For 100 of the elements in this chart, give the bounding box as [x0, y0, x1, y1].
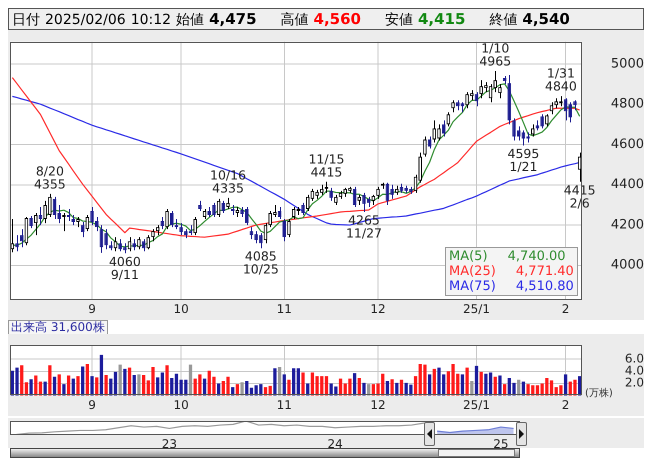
candlestick [146, 234, 150, 250]
bar [48, 365, 52, 396]
y-tick-label: 4.0 [624, 363, 644, 378]
candlestick [137, 236, 141, 250]
bar [517, 380, 520, 396]
candlestick [470, 90, 474, 101]
candlestick [142, 238, 146, 252]
annotation: 4085 10/25 [242, 248, 279, 277]
candlestick [400, 183, 404, 194]
candlestick [132, 238, 136, 251]
candlestick [395, 185, 399, 196]
candlestick [245, 206, 249, 226]
candlestick [301, 202, 305, 216]
candlestick [170, 210, 174, 228]
candlestick [446, 112, 450, 127]
candlestick [104, 228, 108, 250]
annotation: 4,740.00 [506, 248, 566, 264]
x-tick-label: 10 [173, 398, 189, 412]
candlestick [292, 206, 296, 220]
candlestick [386, 182, 390, 206]
candlestick [259, 232, 263, 249]
bar [123, 368, 127, 396]
candlestick [86, 214, 90, 232]
x-tick-label: 25/1 [463, 302, 490, 316]
x-tick-label: 9 [88, 302, 96, 316]
candlestick [193, 216, 197, 236]
candlestick [80, 222, 84, 238]
bar [358, 378, 361, 396]
candlestick [306, 194, 310, 212]
y-tick-label: 2.0 [624, 376, 644, 390]
x-tick-label: 2 [562, 302, 570, 316]
candlestick [310, 188, 314, 202]
bar [428, 374, 432, 396]
annotation: 4595 1/21 [507, 146, 540, 174]
annotation: 4,510.80 [514, 278, 574, 294]
candlestick [512, 118, 516, 141]
candlestick [474, 92, 478, 107]
candlestick [372, 194, 376, 206]
candlestick [465, 92, 469, 109]
candlestick [390, 184, 394, 200]
bar [480, 372, 483, 396]
bar [484, 374, 488, 396]
candlestick [109, 240, 113, 251]
candlestick [282, 218, 286, 242]
candlestick [320, 184, 324, 196]
candlestick [362, 192, 366, 212]
candlestick [352, 186, 356, 208]
bar [217, 383, 220, 396]
y-tick-label: 6.0 [624, 351, 644, 366]
candlestick [179, 222, 183, 236]
bar [104, 374, 108, 396]
text: MA(25) [449, 264, 496, 279]
x-tick-label: 10 [173, 302, 189, 316]
candlestick [90, 206, 94, 226]
bar [306, 383, 310, 396]
annotation: 1/31 4840 [544, 66, 577, 94]
y-tick-label: 4400 [610, 177, 644, 192]
candlestick [278, 206, 282, 220]
candlestick [20, 228, 24, 248]
candlestick [329, 187, 333, 202]
annotation: 11/15 4415 [308, 151, 344, 180]
candlestick [43, 200, 47, 224]
bar [367, 384, 370, 396]
candlestick [456, 100, 460, 111]
bar [132, 374, 136, 396]
x-tick-label: 25/1 [463, 398, 490, 412]
candlestick [198, 200, 202, 212]
x-tick-label: 24 [327, 436, 343, 451]
bar [231, 387, 234, 396]
candlestick [536, 120, 540, 131]
candlestick [522, 130, 526, 146]
candlestick [550, 102, 554, 115]
x-tick-label: 11 [276, 398, 292, 412]
candlestick [165, 208, 169, 230]
y-tick-label: 4200 [610, 217, 644, 232]
candlestick [451, 100, 455, 113]
candlestick [488, 84, 492, 103]
candlestick [156, 224, 160, 236]
candlestick [208, 206, 212, 218]
candlestick [15, 234, 19, 252]
candlestick [222, 200, 226, 214]
candlestick [540, 114, 544, 129]
bar [118, 364, 122, 396]
candlestick [160, 216, 164, 230]
candlestick [273, 204, 277, 218]
candlestick [432, 120, 436, 144]
candlestick [29, 216, 33, 229]
candlestick [568, 102, 572, 123]
candlestick [123, 242, 127, 254]
chart-title: 出来高 31,600株 [8, 320, 108, 337]
bar [81, 366, 84, 396]
candlestick [564, 98, 568, 121]
candlestick [184, 228, 188, 239]
candlestick [34, 212, 38, 236]
y-tick-label: 4600 [610, 136, 644, 152]
candlestick [498, 84, 502, 99]
candlestick [128, 236, 132, 252]
y-axis-title: (万株) [585, 386, 613, 400]
candlestick [343, 187, 347, 198]
y-tick-label: 4800 [610, 96, 644, 112]
